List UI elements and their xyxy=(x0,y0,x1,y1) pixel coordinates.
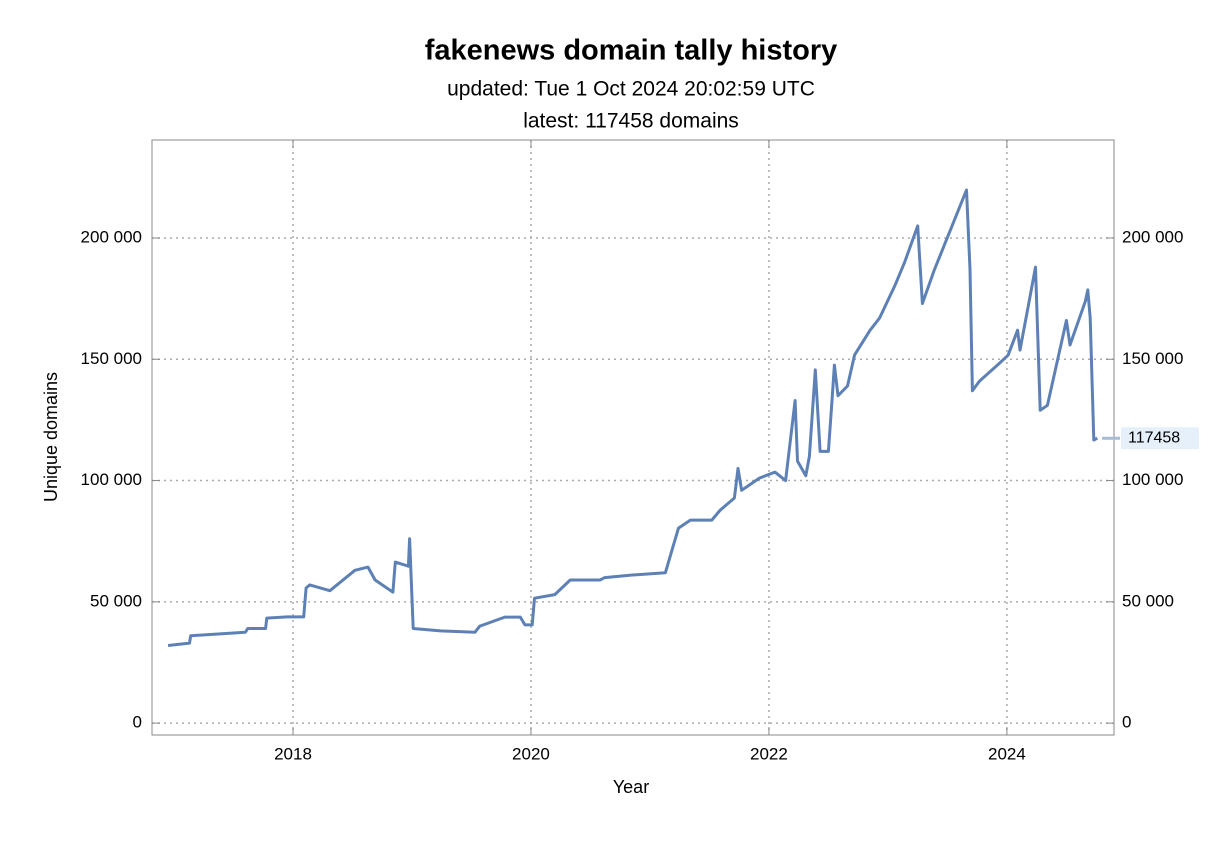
x-tick-label: 2022 xyxy=(750,744,788,763)
x-tick-label: 2018 xyxy=(274,744,312,763)
data-line xyxy=(167,188,1098,647)
y-tick-label: 50 000 xyxy=(90,591,142,610)
y2-tick-label: 50 000 xyxy=(1122,591,1174,610)
chart-title: fakenews domain tally history xyxy=(425,35,838,67)
callout-box xyxy=(1121,427,1199,450)
x-axis-label: Year xyxy=(613,777,649,797)
x-tick-label: 2024 xyxy=(988,744,1026,763)
y-tick-label: 150 000 xyxy=(81,349,142,368)
chart-annotation: latest: 117458 domains xyxy=(523,110,739,133)
y2-tick-label: 0 xyxy=(1122,713,1131,732)
y2-tick-label: 200 000 xyxy=(1122,227,1183,246)
y-tick-label: 100 000 xyxy=(81,470,142,489)
callout-label: 117458 xyxy=(1128,429,1180,446)
y2-tick-label: 150 000 xyxy=(1122,349,1183,368)
chart-subtitle: updated: Tue 1 Oct 2024 20:02:59 UTC xyxy=(447,78,815,101)
y-tick-label: 0 xyxy=(133,713,142,732)
y-axis-label: Unique domains xyxy=(41,372,61,502)
y-tick-label: 200 000 xyxy=(81,227,142,246)
x-tick-label: 2020 xyxy=(512,744,550,763)
y2-tick-label: 100 000 xyxy=(1122,470,1183,489)
